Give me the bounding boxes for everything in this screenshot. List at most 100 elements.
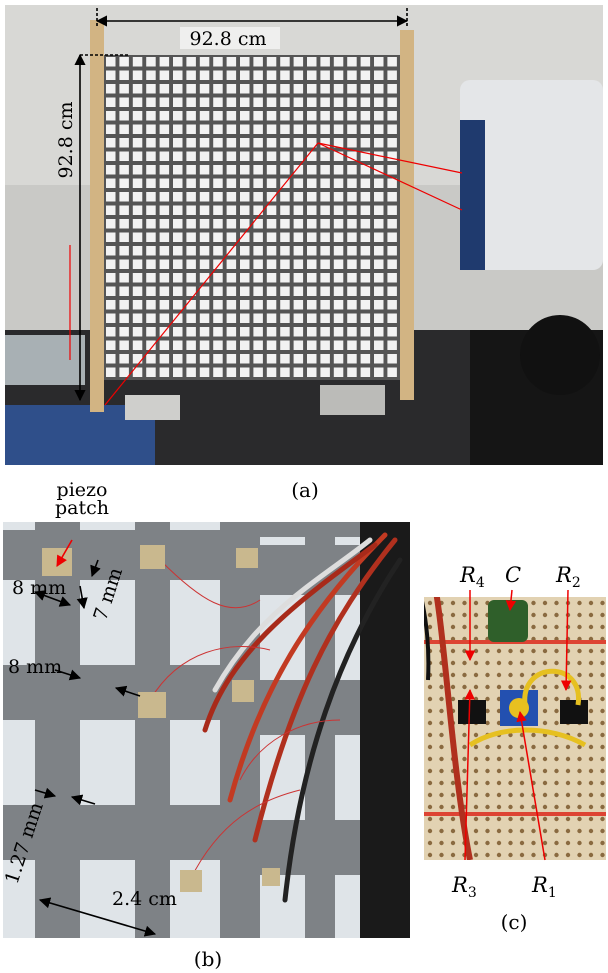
grid-cell [361,273,371,283]
grid-cell [119,314,128,324]
hole [428,613,432,617]
grid-cell [146,138,156,148]
hole [474,781,478,785]
grid-cell [280,152,290,162]
hole [554,781,558,785]
grid-cell [374,354,384,364]
grid-cell [146,57,156,67]
grid-cell [173,71,183,81]
grid-cell [307,273,317,283]
hole [531,757,535,761]
grid-cell [227,179,237,189]
grid-cell [320,233,330,243]
hole [566,805,570,809]
grid-cell [146,233,156,243]
hole [508,841,512,845]
hole [497,841,501,845]
grid-cell [200,206,210,216]
hole [566,757,570,761]
grid-cell [334,287,344,297]
hole [508,685,512,689]
hole [439,817,443,821]
hole [508,817,512,821]
hole [474,805,478,809]
hole [577,781,581,785]
grid-cell [294,273,304,283]
grid-cell [307,219,317,229]
grid-cell [334,327,344,337]
grid-cell [119,84,128,94]
grid-cell [294,98,304,108]
grid-cell [347,111,357,121]
grid-cell [280,165,290,175]
grid-cell [387,138,397,148]
hole [451,805,455,809]
grid-cell [253,300,263,310]
hole [554,661,558,665]
hole [462,757,466,761]
grid-cell [374,368,384,378]
grid-cell [294,84,304,94]
grid-cell [253,354,263,364]
hole [428,733,432,737]
hole [520,841,524,845]
hole [543,829,547,833]
grid-cell [294,260,304,270]
grid-cell [280,192,290,202]
panel-label: (b) [194,947,222,971]
hole [600,781,604,785]
hole [474,841,478,845]
grid-cell [280,111,290,121]
grid-cell [106,84,116,94]
hole [554,709,558,713]
grid-cell [387,260,397,270]
grid-cell [334,206,344,216]
grid-cell [146,179,156,189]
grid-cell [186,246,196,256]
grid-cell [307,368,317,378]
grid-cell [387,287,397,297]
grid-cell [240,192,250,202]
grid-cell [253,341,263,351]
grid-cell [133,152,143,162]
grid-cell [200,341,210,351]
grid-cell [307,206,317,216]
hole [485,769,489,773]
hole [577,649,581,653]
hole [439,721,443,725]
grid-cell [267,179,277,189]
grid-cell [146,273,156,283]
grid-cell [387,84,397,94]
hole [600,757,604,761]
grid-cell [307,314,317,324]
grid-cell [200,125,210,135]
hole [474,817,478,821]
grid-cell [160,125,170,135]
grid-cell [0,522,35,530]
hole [451,853,455,857]
grid-cell [347,368,357,378]
hole [520,649,524,653]
grid-cell [374,246,384,256]
grid-cell [253,287,263,297]
grid-cell [361,57,371,67]
grid-cell [267,327,277,337]
grid-cell [253,179,263,189]
grid-cell [387,341,397,351]
grid-cell [133,327,143,337]
hole [600,745,604,749]
grid-cell [307,300,317,310]
grid-cell [227,260,237,270]
grid-cell [240,71,250,81]
grid-cell [280,368,290,378]
hole [485,757,489,761]
grid-cell [240,179,250,189]
hole [520,805,524,809]
grid-cell [267,138,277,148]
hole [543,613,547,617]
grid-cell [240,314,250,324]
hole [543,721,547,725]
grid-cell [374,233,384,243]
grid-cell [361,206,371,216]
grid-cell [106,341,116,351]
